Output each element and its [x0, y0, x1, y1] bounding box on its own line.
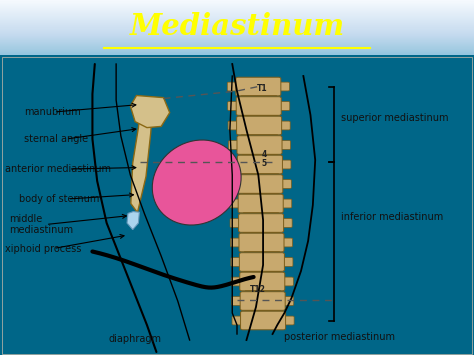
FancyBboxPatch shape	[278, 160, 291, 169]
FancyBboxPatch shape	[280, 277, 293, 286]
Polygon shape	[127, 212, 139, 230]
Text: T12: T12	[249, 285, 265, 294]
Text: body of sternum: body of sternum	[19, 194, 100, 204]
FancyBboxPatch shape	[228, 102, 241, 110]
FancyBboxPatch shape	[232, 296, 245, 305]
FancyBboxPatch shape	[231, 277, 245, 286]
Polygon shape	[131, 102, 153, 213]
FancyBboxPatch shape	[281, 296, 294, 305]
FancyBboxPatch shape	[230, 219, 243, 228]
FancyBboxPatch shape	[240, 272, 285, 291]
FancyBboxPatch shape	[276, 82, 289, 91]
FancyBboxPatch shape	[237, 155, 283, 174]
Text: inferior mediastinum: inferior mediastinum	[341, 212, 444, 222]
Text: 4: 4	[262, 150, 267, 159]
Text: xiphoid process: xiphoid process	[5, 244, 81, 253]
FancyBboxPatch shape	[277, 141, 291, 149]
FancyBboxPatch shape	[241, 311, 285, 330]
FancyBboxPatch shape	[238, 175, 283, 193]
FancyBboxPatch shape	[279, 238, 292, 247]
FancyBboxPatch shape	[228, 141, 242, 149]
FancyBboxPatch shape	[277, 121, 290, 130]
FancyBboxPatch shape	[278, 180, 292, 189]
FancyBboxPatch shape	[231, 258, 244, 266]
Text: anterior mediastinum: anterior mediastinum	[5, 164, 111, 174]
Text: diaphragm: diaphragm	[109, 333, 162, 344]
Text: middle
mediastinum: middle mediastinum	[9, 214, 73, 235]
Ellipse shape	[152, 140, 241, 225]
Polygon shape	[130, 95, 170, 127]
FancyBboxPatch shape	[232, 316, 246, 325]
FancyBboxPatch shape	[229, 160, 242, 169]
FancyBboxPatch shape	[229, 180, 243, 189]
Text: T1: T1	[257, 84, 267, 93]
Text: 5: 5	[262, 159, 266, 168]
FancyBboxPatch shape	[279, 199, 292, 208]
FancyBboxPatch shape	[237, 136, 282, 154]
FancyBboxPatch shape	[281, 316, 294, 325]
Text: superior mediastinum: superior mediastinum	[341, 113, 449, 123]
FancyBboxPatch shape	[276, 102, 290, 110]
FancyBboxPatch shape	[229, 199, 243, 208]
Text: sternal angle: sternal angle	[24, 134, 88, 144]
FancyBboxPatch shape	[279, 219, 292, 228]
FancyBboxPatch shape	[239, 253, 284, 271]
FancyBboxPatch shape	[238, 214, 283, 232]
FancyBboxPatch shape	[236, 97, 281, 115]
FancyBboxPatch shape	[236, 77, 281, 96]
FancyBboxPatch shape	[228, 121, 241, 130]
FancyBboxPatch shape	[240, 292, 285, 310]
FancyBboxPatch shape	[228, 82, 241, 91]
FancyBboxPatch shape	[237, 116, 282, 135]
FancyBboxPatch shape	[230, 238, 244, 247]
FancyBboxPatch shape	[239, 233, 284, 252]
FancyBboxPatch shape	[280, 258, 293, 266]
Text: Mediastinum: Mediastinum	[129, 12, 345, 41]
Text: manubrium: manubrium	[24, 107, 81, 117]
Text: posterior mediastinum: posterior mediastinum	[284, 332, 395, 342]
FancyBboxPatch shape	[238, 194, 283, 213]
